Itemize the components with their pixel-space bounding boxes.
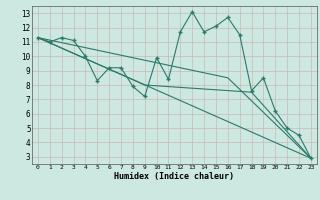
- X-axis label: Humidex (Indice chaleur): Humidex (Indice chaleur): [115, 172, 234, 181]
